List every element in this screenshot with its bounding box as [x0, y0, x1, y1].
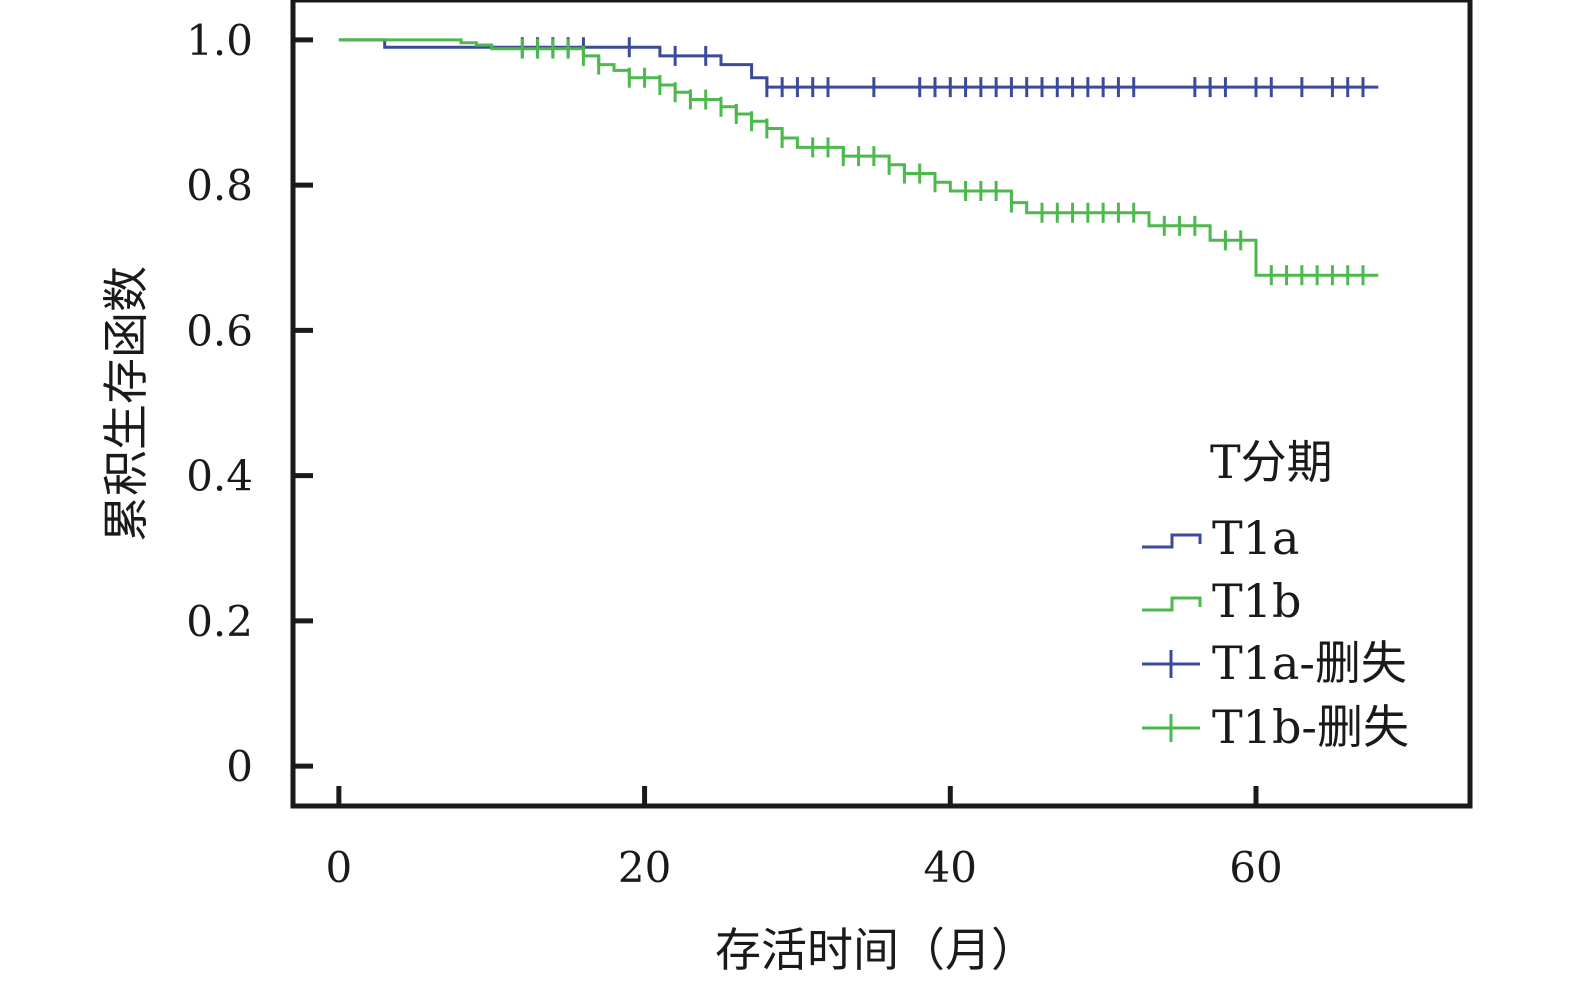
- plot-frame: [290, 0, 1473, 809]
- y-tick-label: 0.6: [186, 306, 253, 355]
- series-line-t1a: [338, 38, 1379, 89]
- legend-label: T1a: [1212, 511, 1299, 565]
- legend-title: T分期: [1210, 435, 1333, 489]
- x-tick-label: 60: [1229, 843, 1282, 892]
- x-axis-title: 存活时间（月）: [715, 923, 1037, 977]
- series-layer: [338, 37, 1379, 286]
- x-tick-label: 20: [618, 843, 671, 892]
- y-tick-label: 0.8: [186, 161, 253, 210]
- y-axis: 0 0.2 0.4 0.6 0.8 1.0: [186, 16, 313, 791]
- legend-label: T1a-删失: [1212, 636, 1407, 690]
- x-axis: 0 20 40 60: [325, 786, 1283, 892]
- legend-swatch-line: [1142, 533, 1202, 549]
- x-tick-label: 40: [924, 843, 977, 892]
- y-axis-title: 累积生存函数: [99, 266, 153, 542]
- y-tick-label: 0.2: [186, 597, 253, 646]
- y-tick-label: 0.4: [186, 452, 253, 501]
- series-line-t1b: [338, 38, 1379, 277]
- legend: T分期 T1a T1b T1a-删失 T1b-删失: [1142, 435, 1409, 754]
- y-tick-label: 1.0: [186, 16, 253, 65]
- y-tick-label: 0: [226, 742, 253, 791]
- legend-swatch-line: [1142, 596, 1202, 612]
- x-tick-label: 0: [325, 843, 352, 892]
- legend-label: T1b-删失: [1212, 700, 1409, 754]
- legend-label: T1b: [1212, 574, 1301, 628]
